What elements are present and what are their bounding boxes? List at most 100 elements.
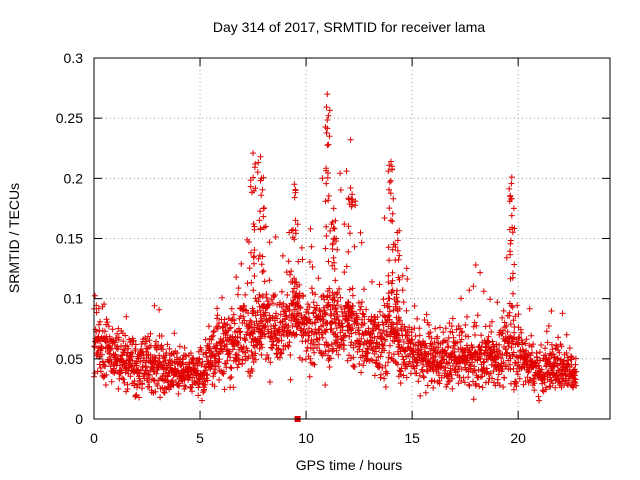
data-point bbox=[194, 367, 201, 374]
data-point bbox=[389, 277, 396, 284]
data-point bbox=[200, 351, 207, 358]
data-point bbox=[326, 285, 333, 292]
data-point bbox=[512, 313, 519, 320]
data-point bbox=[322, 198, 329, 205]
data-point bbox=[349, 302, 356, 309]
data-point bbox=[516, 334, 523, 340]
data-point bbox=[265, 355, 272, 361]
data-point bbox=[381, 375, 388, 382]
data-point bbox=[489, 375, 495, 382]
data-point bbox=[291, 181, 298, 188]
data-point bbox=[413, 370, 420, 377]
data-point bbox=[214, 312, 221, 319]
data-point bbox=[403, 307, 410, 314]
data-point bbox=[286, 229, 293, 236]
data-point bbox=[258, 351, 265, 358]
data-point bbox=[346, 286, 353, 293]
data-point bbox=[345, 195, 352, 202]
data-point bbox=[399, 272, 406, 279]
data-point bbox=[166, 386, 173, 393]
data-point bbox=[334, 246, 341, 253]
data-point bbox=[270, 338, 277, 345]
data-point bbox=[284, 292, 291, 298]
data-point bbox=[361, 320, 368, 327]
data-point bbox=[143, 338, 150, 345]
data-point bbox=[500, 384, 507, 390]
data-point bbox=[449, 375, 455, 382]
data-point bbox=[320, 292, 327, 299]
data-point bbox=[477, 269, 484, 276]
data-point bbox=[195, 384, 202, 391]
data-point bbox=[293, 279, 300, 285]
data-point bbox=[358, 335, 365, 342]
data-point bbox=[464, 357, 471, 363]
data-point bbox=[364, 350, 371, 357]
data-point bbox=[299, 256, 306, 263]
data-point bbox=[311, 361, 318, 368]
data-point bbox=[345, 299, 351, 305]
data-point bbox=[329, 219, 336, 225]
data-point bbox=[255, 298, 262, 305]
data-point bbox=[195, 392, 202, 399]
data-point bbox=[500, 327, 506, 334]
data-point bbox=[257, 177, 264, 184]
data-point bbox=[259, 186, 266, 193]
data-point bbox=[470, 283, 477, 290]
data-point bbox=[236, 357, 243, 363]
data-point bbox=[224, 357, 231, 364]
data-point bbox=[151, 302, 158, 309]
data-point bbox=[553, 343, 560, 350]
data-point bbox=[245, 353, 252, 360]
data-point bbox=[506, 309, 513, 316]
data-point bbox=[108, 345, 114, 352]
data-point bbox=[427, 355, 434, 362]
data-point bbox=[395, 316, 402, 323]
data-point bbox=[329, 303, 336, 310]
data-point bbox=[507, 366, 514, 373]
data-point bbox=[442, 364, 449, 371]
data-point bbox=[506, 185, 513, 192]
data-point bbox=[325, 192, 332, 199]
data-point bbox=[434, 358, 441, 365]
data-point bbox=[105, 358, 112, 365]
data-point bbox=[143, 363, 149, 370]
data-point bbox=[472, 332, 478, 338]
data-point bbox=[325, 141, 332, 148]
data-point bbox=[234, 333, 241, 340]
data-point bbox=[566, 345, 573, 352]
data-point bbox=[118, 343, 125, 350]
data-point bbox=[146, 383, 153, 390]
data-point bbox=[568, 353, 574, 360]
data-point bbox=[404, 328, 411, 335]
data-point bbox=[259, 269, 266, 275]
data-point bbox=[371, 372, 378, 379]
data-point bbox=[226, 325, 233, 332]
data-point bbox=[216, 376, 223, 383]
data-point bbox=[251, 226, 258, 233]
data-point bbox=[563, 331, 570, 338]
data-point bbox=[254, 169, 261, 176]
data-point bbox=[388, 289, 395, 296]
data-point bbox=[544, 339, 551, 346]
data-point bbox=[330, 294, 337, 301]
data-point bbox=[485, 333, 492, 340]
data-point bbox=[260, 267, 267, 274]
data-point bbox=[510, 317, 517, 324]
data-point bbox=[255, 255, 262, 262]
data-point bbox=[506, 300, 513, 307]
data-point bbox=[181, 344, 188, 351]
data-point bbox=[183, 353, 190, 360]
data-point bbox=[509, 304, 516, 311]
data-point bbox=[386, 257, 393, 264]
data-point bbox=[147, 330, 154, 337]
data-point bbox=[500, 359, 507, 366]
data-point bbox=[514, 371, 521, 378]
data-point bbox=[122, 332, 129, 339]
data-point bbox=[523, 336, 530, 343]
y-tick-label: 0.3 bbox=[64, 50, 84, 66]
data-point bbox=[196, 356, 203, 363]
data-point bbox=[387, 190, 394, 197]
data-point bbox=[345, 248, 352, 255]
data-point bbox=[355, 299, 362, 306]
data-point bbox=[235, 285, 242, 292]
